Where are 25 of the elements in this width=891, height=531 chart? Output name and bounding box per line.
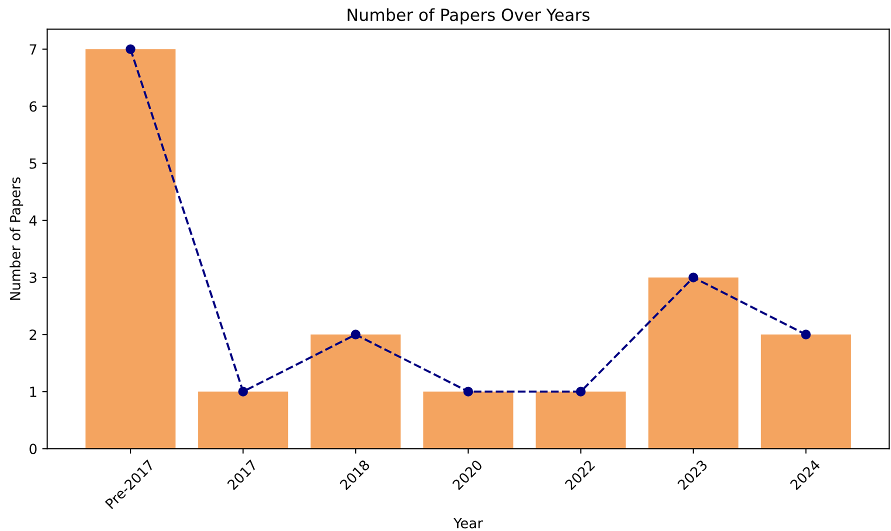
y-tick-label: 2: [30, 330, 36, 340]
bar: [198, 392, 288, 449]
y-axis-title: Number of Papers: [10, 177, 24, 300]
chart-title: Number of Papers Over Years: [348, 8, 590, 24]
y-tick-label: 5: [30, 158, 36, 169]
y-tick-label: 1: [30, 386, 36, 397]
y-tick-label: 7: [30, 44, 36, 54]
point: [801, 330, 811, 340]
x-axis-title: Year: [453, 518, 483, 528]
bar: [536, 392, 626, 449]
y-tick-label: 6: [30, 101, 37, 112]
point: [238, 386, 248, 396]
bar: [85, 49, 176, 449]
point: [126, 44, 136, 54]
point: [463, 386, 474, 396]
point: [576, 386, 586, 396]
point: [688, 272, 698, 282]
bar: [648, 277, 738, 449]
y-tick-label: 0: [30, 444, 37, 454]
bar: [423, 392, 514, 449]
point: [350, 330, 361, 340]
y-tick-label: 4: [29, 216, 37, 226]
bar: [310, 334, 401, 449]
bar: [760, 334, 851, 449]
y-tick-label: 3: [30, 272, 36, 283]
